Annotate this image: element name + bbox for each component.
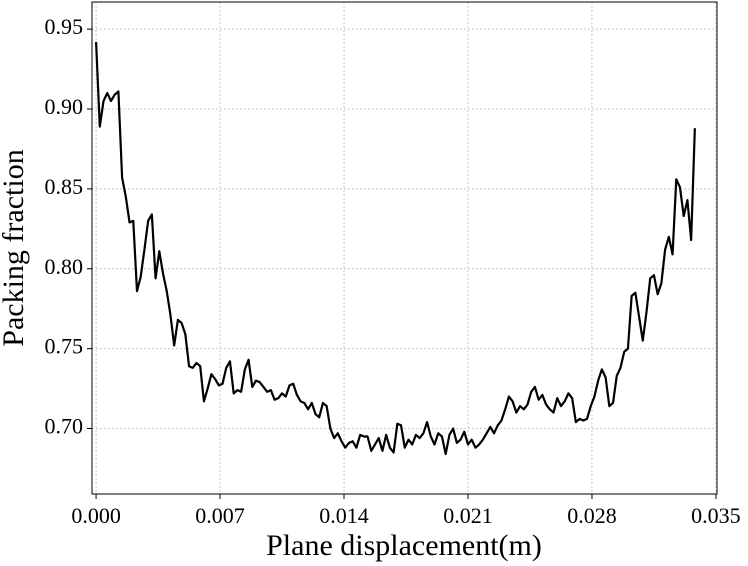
x-tick-label: 0.014 [319, 503, 369, 528]
x-axis-label: Plane displacement(m) [266, 529, 542, 562]
y-tick-label: 0.75 [45, 334, 84, 359]
y-tick-label: 0.70 [45, 414, 84, 439]
plot-frame [91, 1, 718, 495]
y-tick-label: 0.85 [45, 174, 84, 199]
y-tick-label: 0.95 [45, 14, 84, 39]
y-axis-label: Packing fraction [0, 149, 30, 346]
x-tick-label: 0.000 [71, 503, 121, 528]
y-tick-label: 0.90 [45, 94, 84, 119]
x-tick-label: 0.028 [567, 503, 617, 528]
y-tick-label: 0.80 [45, 254, 84, 279]
data-line [94, 41, 696, 456]
x-tick-label: 0.035 [691, 503, 741, 528]
x-tick-label: 0.007 [195, 503, 245, 528]
x-tick-label: 0.021 [443, 503, 493, 528]
